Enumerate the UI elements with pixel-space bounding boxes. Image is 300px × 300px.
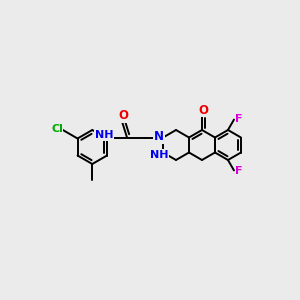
Text: F: F	[235, 167, 243, 176]
Text: Cl: Cl	[51, 124, 63, 134]
Text: F: F	[235, 114, 243, 124]
Text: O: O	[198, 103, 208, 116]
Text: O: O	[118, 109, 128, 122]
Text: N: N	[154, 130, 164, 143]
Text: NH: NH	[95, 130, 113, 140]
Text: NH: NH	[150, 149, 168, 160]
